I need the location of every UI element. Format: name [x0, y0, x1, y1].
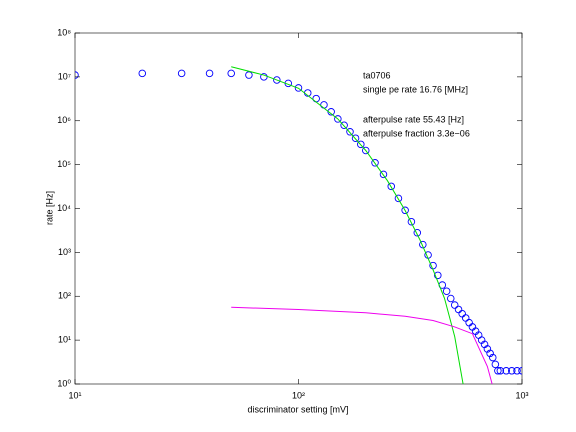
y-tick-label: 10⁰ — [57, 378, 71, 388]
data-point — [413, 229, 422, 237]
y-axis-label: rate [Hz] — [44, 191, 54, 225]
y-tick-label: 10⁴ — [57, 203, 71, 213]
annotation: afterpulse fraction 3.3e−06 — [363, 128, 470, 138]
data-point — [260, 73, 268, 81]
data-point — [177, 69, 186, 78]
data-point — [407, 217, 416, 226]
data-point — [138, 69, 147, 78]
data-point — [486, 349, 494, 358]
data-point — [362, 146, 370, 155]
data-point — [379, 170, 388, 179]
data-point — [518, 367, 522, 375]
data-point — [434, 271, 442, 280]
data-point — [513, 367, 521, 375]
data-point — [387, 182, 395, 191]
x-tick-label: 10³ — [515, 390, 528, 400]
data-point — [401, 206, 409, 215]
y-tick-label: 10⁸ — [57, 27, 71, 37]
y-tick-label: 10⁶ — [57, 115, 71, 125]
data-point — [340, 121, 348, 129]
data-point — [273, 76, 281, 84]
y-tick-label: 10⁵ — [57, 159, 71, 169]
data-point — [351, 134, 360, 142]
data-point — [346, 128, 354, 136]
data-point — [205, 69, 214, 78]
y-tick-label: 10¹ — [58, 335, 71, 345]
annotation: afterpulse rate 55.43 [Hz] — [363, 114, 464, 124]
data-point — [75, 71, 79, 79]
data-point — [496, 367, 505, 375]
y-tick-label: 10⁷ — [58, 71, 71, 81]
data-point — [508, 367, 516, 375]
data-point — [494, 367, 502, 375]
data-point — [294, 84, 303, 92]
data-point — [227, 69, 235, 78]
data-point — [334, 115, 342, 123]
annotation: ta0706 — [363, 70, 391, 80]
fit-line — [231, 66, 464, 384]
data-point — [489, 353, 497, 362]
data-point — [502, 367, 510, 375]
data-point — [394, 194, 403, 203]
data-point — [450, 301, 459, 309]
annotation: single pe rate 16.76 [MHz] — [363, 84, 468, 94]
y-tick-label: 10³ — [58, 247, 71, 257]
data-point — [327, 108, 335, 116]
x-tick-label: 10¹ — [68, 390, 81, 400]
y-tick-label: 10² — [58, 291, 71, 301]
data-point — [371, 159, 379, 167]
x-axis-label: discriminator setting [mV] — [247, 404, 348, 414]
x-tick-label: 10² — [292, 390, 305, 400]
plot-marks — [75, 66, 522, 384]
data-point — [447, 294, 455, 303]
data-point — [491, 360, 500, 369]
data-point — [419, 240, 427, 249]
data-point — [442, 287, 451, 296]
data-point — [454, 305, 463, 314]
fit-line — [231, 306, 493, 384]
data-point — [357, 140, 365, 149]
